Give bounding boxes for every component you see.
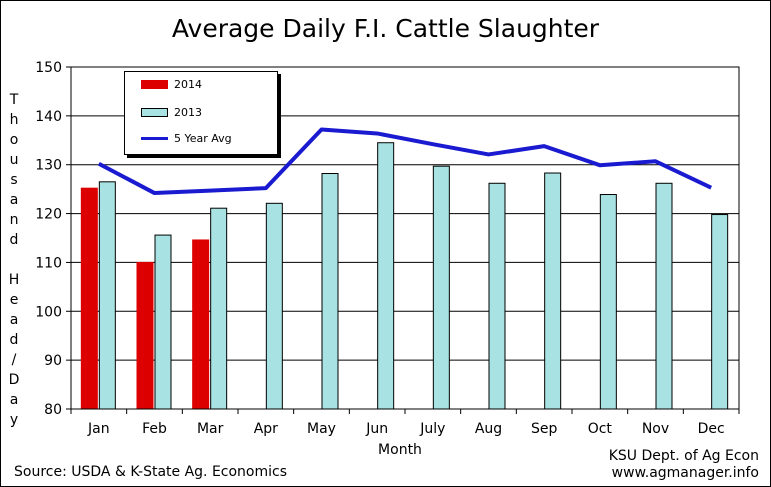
legend-swatch-2013 bbox=[141, 107, 168, 117]
legend-swatch-5yr bbox=[141, 136, 168, 140]
y-axis-label-char: / bbox=[11, 352, 17, 368]
y-tick-label: 140 bbox=[35, 109, 62, 125]
x-tick-label: Jun bbox=[365, 421, 388, 437]
y-tick-label: 100 bbox=[35, 304, 62, 320]
x-tick-label: Aug bbox=[475, 421, 502, 437]
y-axis-label-char: n bbox=[9, 212, 19, 228]
legend-label-2014: 2014 bbox=[174, 77, 202, 91]
x-tick-label: Sep bbox=[531, 421, 558, 437]
x-tick-label: July bbox=[419, 421, 445, 437]
bar-2013 bbox=[488, 182, 506, 410]
bar-2013 bbox=[599, 194, 617, 410]
y-tick-label: 90 bbox=[44, 353, 62, 369]
x-tick-label: Oct bbox=[588, 421, 613, 437]
bar-2013 bbox=[432, 165, 450, 410]
legend-swatch-2014 bbox=[141, 79, 168, 89]
legend-label-5yr: 5 Year Avg bbox=[174, 131, 232, 145]
y-axis-label-char: D bbox=[8, 372, 20, 388]
y-axis-label-char: h bbox=[9, 112, 19, 128]
chart-title: Average Daily F.I. Cattle Slaughter bbox=[171, 14, 600, 43]
x-tick-label: Nov bbox=[642, 421, 669, 437]
source-note: Source: USDA & K-State Ag. Economics bbox=[14, 464, 288, 480]
line-5yr-avg bbox=[97, 127, 713, 196]
bar-2013 bbox=[377, 142, 395, 410]
y-axis-label: T h o u s a n d H e a d / D a y bbox=[4, 90, 24, 430]
y-tick-label: 150 bbox=[35, 60, 62, 76]
legend: 2014 2013 5 Year Avg bbox=[124, 71, 278, 155]
bar-2013 bbox=[544, 172, 562, 410]
bar-2013 bbox=[154, 234, 172, 410]
credit-dept: KSU Dept. of Ag Econ bbox=[608, 448, 759, 464]
x-tick-label: Jan bbox=[87, 421, 110, 437]
plot-border bbox=[70, 66, 740, 410]
y-axis-label-char: e bbox=[9, 292, 19, 308]
y-tick-label: 110 bbox=[35, 255, 62, 271]
bar-2013 bbox=[98, 181, 116, 410]
y-axis-label-char: u bbox=[9, 152, 19, 168]
y-tick-label: 80 bbox=[44, 402, 62, 418]
x-tick-label: Apr bbox=[254, 421, 278, 437]
x-tick-label: Feb bbox=[142, 421, 167, 437]
y-axis-label-char: a bbox=[9, 392, 19, 408]
bar-2014 bbox=[136, 261, 154, 409]
x-axis-label: Month bbox=[378, 442, 422, 458]
y-tick-label: 130 bbox=[35, 158, 62, 174]
bar-2013 bbox=[265, 202, 283, 410]
bar-2013 bbox=[655, 182, 673, 410]
y-axis-label-char: T bbox=[9, 92, 19, 108]
bar-2013 bbox=[321, 173, 339, 410]
x-tick-label: Mar bbox=[197, 421, 224, 437]
legend-item-5yr: 5 Year Avg bbox=[141, 131, 232, 145]
bar-2014 bbox=[80, 187, 98, 409]
y-axis-label-char: s bbox=[10, 172, 18, 188]
bar-2013 bbox=[210, 207, 228, 410]
bar-2014 bbox=[192, 239, 210, 409]
legend-item-2013: 2013 bbox=[141, 105, 202, 119]
x-tick-label: Dec bbox=[698, 421, 725, 437]
y-tick-label: 120 bbox=[35, 207, 62, 223]
legend-label-2013: 2013 bbox=[174, 105, 202, 119]
y-axis-label-char: o bbox=[9, 132, 19, 148]
bar-2013 bbox=[711, 214, 729, 410]
credit-site: www.agmanager.info bbox=[611, 465, 759, 481]
y-axis-label-char: H bbox=[8, 272, 20, 288]
y-axis-label-char: a bbox=[9, 312, 19, 328]
y-axis-label-char: a bbox=[9, 192, 19, 208]
y-axis-label-char: d bbox=[9, 332, 19, 348]
y-axis-label-char: d bbox=[9, 232, 19, 248]
legend-item-2014: 2014 bbox=[141, 77, 202, 91]
y-axis-label-char: y bbox=[9, 412, 19, 428]
x-tick-label: May bbox=[307, 421, 336, 437]
